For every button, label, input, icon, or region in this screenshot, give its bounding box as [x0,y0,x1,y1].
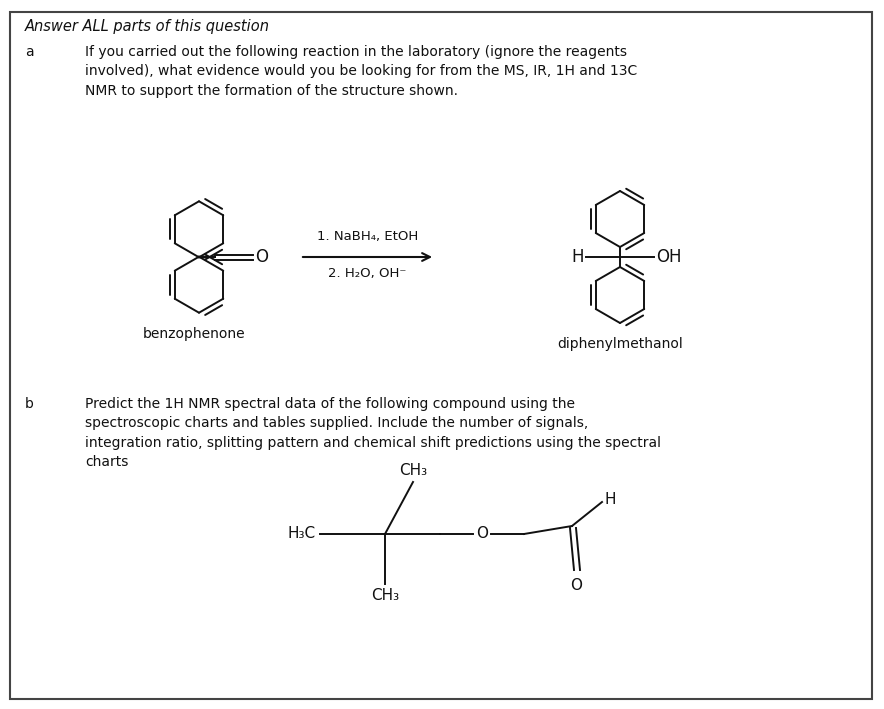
Text: a: a [25,45,34,59]
Text: 1. NaBH₄, EtOH: 1. NaBH₄, EtOH [316,230,418,243]
Text: O: O [476,527,488,542]
Text: H: H [571,248,584,266]
Text: H₃C: H₃C [288,527,316,542]
Text: OH: OH [656,248,682,266]
Text: Answer ALL parts of this question: Answer ALL parts of this question [25,19,270,34]
Text: 2. H₂O, OH⁻: 2. H₂O, OH⁻ [328,267,407,280]
Text: diphenylmethanol: diphenylmethanol [557,337,682,351]
Text: H: H [604,493,615,508]
Text: Predict the 1H NMR spectral data of the following compound using the
spectroscop: Predict the 1H NMR spectral data of the … [85,397,661,469]
Text: benzophenone: benzophenone [142,327,246,341]
Text: O: O [570,578,582,593]
Text: O: O [255,248,268,266]
Text: If you carried out the following reaction in the laboratory (ignore the reagents: If you carried out the following reactio… [85,45,637,98]
FancyBboxPatch shape [10,12,872,699]
Text: CH₃: CH₃ [371,588,399,603]
Text: CH₃: CH₃ [399,463,427,478]
Text: b: b [25,397,34,411]
